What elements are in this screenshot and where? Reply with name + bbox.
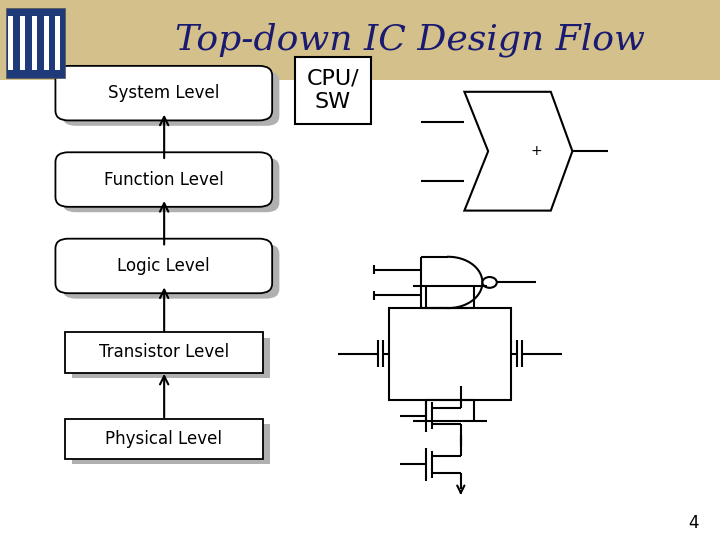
Text: System Level: System Level [108, 84, 220, 102]
Text: Physical Level: Physical Level [105, 430, 222, 448]
Text: CPU/
SW: CPU/ SW [307, 69, 359, 112]
FancyBboxPatch shape [20, 16, 25, 70]
Text: Transistor Level: Transistor Level [99, 343, 229, 361]
FancyBboxPatch shape [65, 332, 263, 373]
FancyBboxPatch shape [55, 16, 60, 70]
Text: Function Level: Function Level [104, 171, 224, 188]
FancyBboxPatch shape [65, 418, 263, 459]
Circle shape [482, 277, 497, 288]
FancyBboxPatch shape [63, 71, 279, 126]
FancyBboxPatch shape [55, 66, 272, 120]
Text: Top-down IC Design Flow: Top-down IC Design Flow [176, 22, 645, 57]
Polygon shape [464, 92, 572, 211]
FancyBboxPatch shape [8, 16, 13, 70]
FancyBboxPatch shape [43, 16, 48, 70]
Text: Logic Level: Logic Level [117, 257, 210, 275]
FancyBboxPatch shape [55, 239, 272, 293]
FancyBboxPatch shape [295, 57, 371, 124]
FancyBboxPatch shape [55, 152, 272, 207]
Polygon shape [448, 257, 482, 308]
Text: +: + [531, 144, 542, 158]
FancyBboxPatch shape [72, 338, 270, 378]
FancyBboxPatch shape [389, 308, 511, 400]
FancyBboxPatch shape [63, 158, 279, 212]
FancyBboxPatch shape [72, 424, 270, 464]
FancyBboxPatch shape [6, 8, 65, 78]
FancyBboxPatch shape [63, 244, 279, 299]
FancyBboxPatch shape [0, 0, 720, 80]
Text: 4: 4 [688, 514, 698, 532]
FancyBboxPatch shape [32, 16, 37, 70]
